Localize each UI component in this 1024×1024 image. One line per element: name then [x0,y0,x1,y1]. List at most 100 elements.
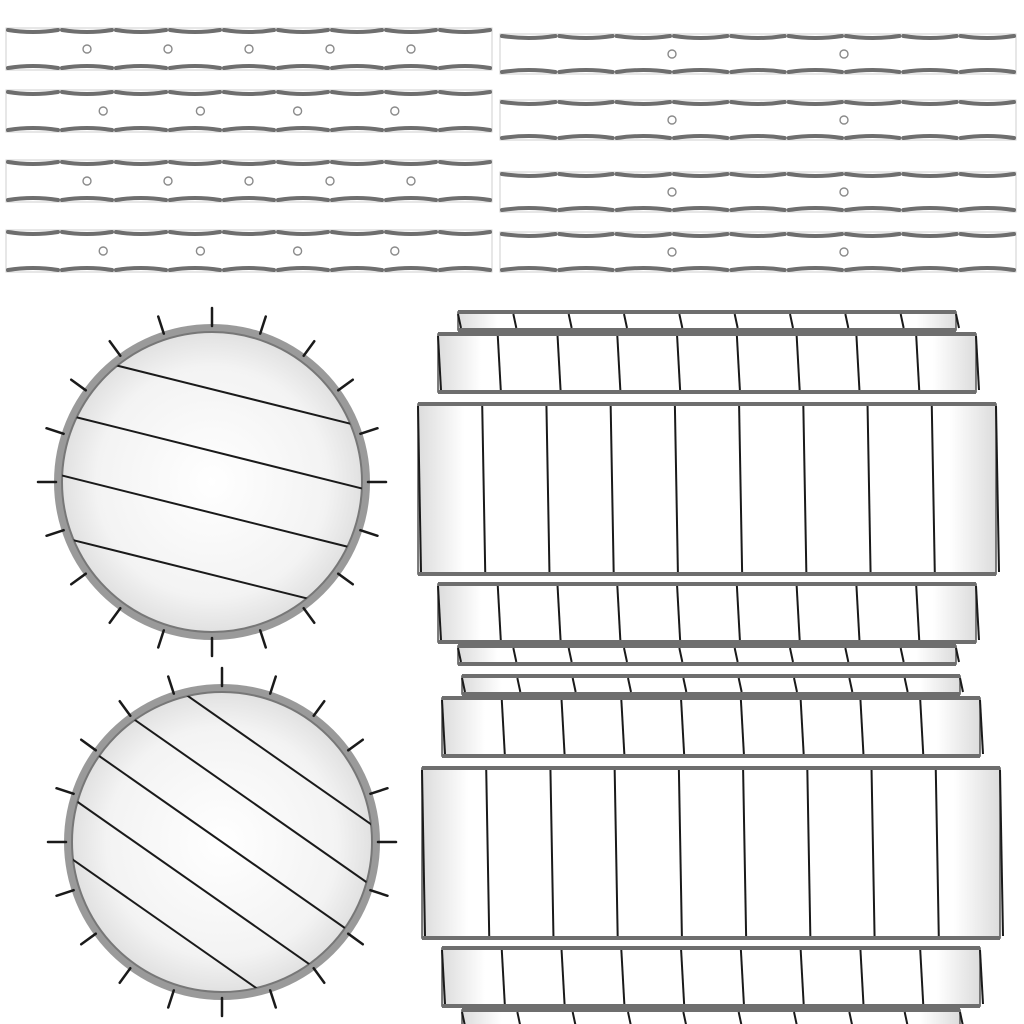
hoop-edge-top [384,160,438,166]
stave-divider [676,335,682,391]
hoop-edge-bottom [958,206,1016,212]
stave-divider [735,335,741,391]
hoop-edge-bottom [438,266,492,272]
stave-divider [959,677,964,693]
nail [369,786,389,796]
hoop-edge-bottom [672,206,730,212]
stave-divider [571,677,577,693]
nail [118,966,132,985]
stave-divider [457,313,462,329]
hoop-edge-bottom [958,134,1016,140]
rivet [839,247,849,257]
hoop-strip [5,159,493,203]
stave-divider [737,677,743,693]
hoop-edge-top [60,28,114,34]
stave-divider [496,585,502,641]
stave-divider [627,677,632,693]
nail [55,786,75,796]
hoop-edge-top [222,90,276,96]
hoop-edge-bottom [330,126,384,132]
stave-divider [673,405,679,573]
hoop-edge-bottom [168,126,222,132]
rivet [82,44,92,54]
hoop-edge-top [114,90,168,96]
nail [268,675,278,695]
plank-line [106,692,372,882]
stave-divider [677,769,683,937]
rivet [667,187,677,197]
stave-divider [789,313,794,329]
hoop-edge-bottom [500,134,558,140]
rivet [325,176,335,186]
hoop-edge-top [114,28,168,34]
rivet [839,49,849,59]
stave-band [421,767,1001,939]
plank-line [72,720,372,964]
hoop-edge-top [901,232,959,238]
hoop-edge-bottom [330,196,384,202]
stave-divider [799,699,805,755]
nail [166,989,176,1009]
nail [312,699,326,718]
hoop-edge-top [901,100,959,106]
hoop-edge-bottom [500,68,558,74]
rivet [163,44,173,54]
hoop-edge-top [6,160,60,166]
stave-divider [789,647,794,663]
hoop-edge-top [557,34,615,40]
hoop-edge-bottom [60,126,114,132]
hoop-edge-top [844,100,902,106]
rivet [98,106,108,116]
hoop-edge-bottom [222,266,276,272]
stave-divider [560,699,566,755]
hoop-edge-top [114,230,168,236]
rivet [292,106,303,116]
stave-divider [979,949,984,1005]
rivet [244,44,254,54]
hoop-edge-top [958,172,1016,178]
hoop-edge-bottom [844,68,902,74]
stave-divider [855,585,861,641]
hoop-edge-top [844,232,902,238]
stave-divider [461,677,466,693]
barrel-staves-upper [417,310,1000,666]
stave-divider [870,769,876,937]
hoop-edge-top [384,28,438,34]
stave-divider [899,647,905,663]
stave-divider [567,647,573,663]
nail [346,932,365,946]
hoop-edge-bottom [557,206,615,212]
hoop-edge-bottom [729,266,787,272]
rivet [82,176,92,186]
hoop-edge-bottom [786,68,844,74]
hoop-edge-top [786,34,844,40]
nail [336,378,355,392]
hoop-edge-top [500,172,558,178]
stave-divider [613,769,619,937]
hoop-edge-top [60,230,114,236]
rivet [244,176,254,186]
nail [156,629,166,649]
stave-band [417,403,997,575]
stave-divider [866,405,872,573]
stave-divider [915,585,921,641]
nail [108,606,122,625]
hoop-edge-bottom [168,196,222,202]
stave-divider [738,405,744,573]
hoop-strip [499,33,1017,75]
hoop-edge-top [60,160,114,166]
plank-line [72,761,366,992]
hoop-strip [5,27,493,71]
stave-band [457,645,957,665]
hoop-edge-bottom [330,64,384,70]
stave-divider [848,677,854,693]
stave-divider [802,405,808,573]
nail [45,528,65,538]
stave-divider [999,769,1004,937]
hoop-edge-bottom [384,64,438,70]
stave-divider [623,313,628,329]
stave-divider [855,335,861,391]
hoop-edge-top [438,90,492,96]
hoop-edge-top [729,172,787,178]
stave-divider [678,647,684,663]
